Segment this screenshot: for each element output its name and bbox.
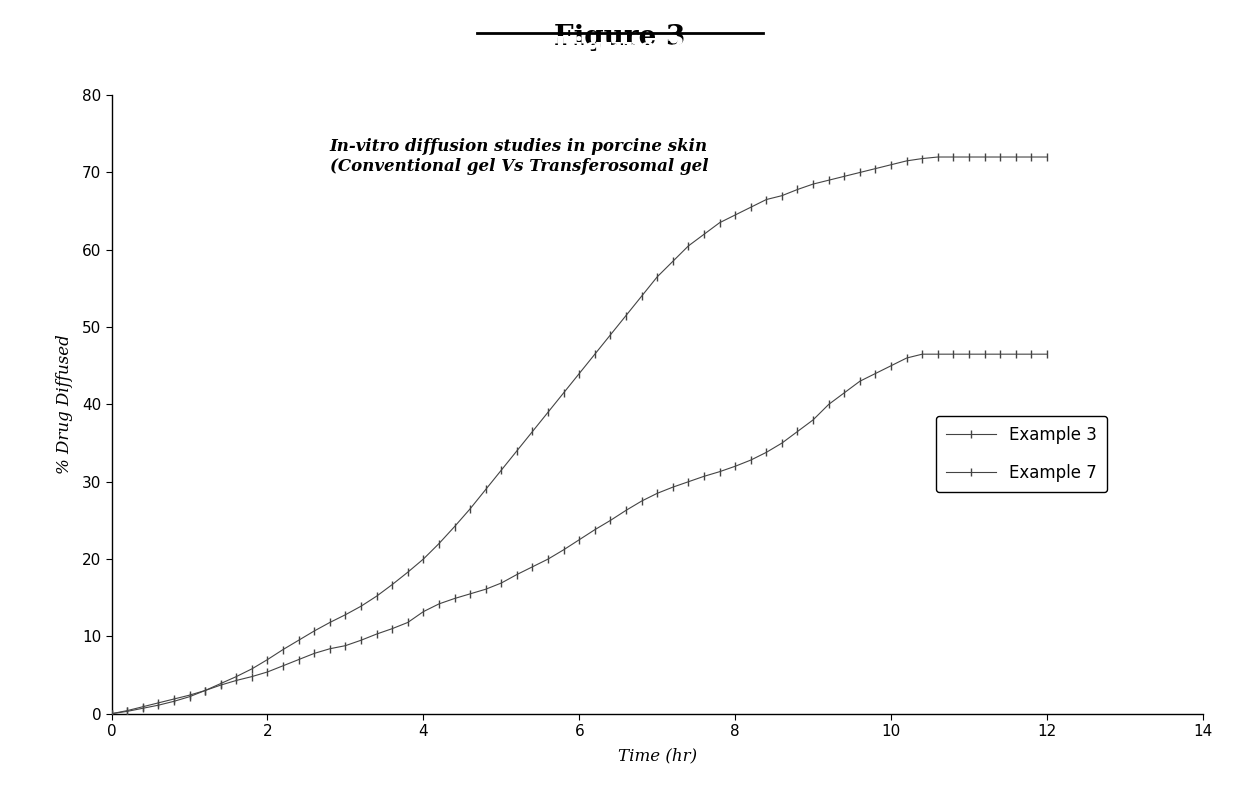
Text: Figure 3: Figure 3 (554, 36, 686, 63)
Example 7 (915, 154, 930, 163)
Example 3 (1039, 350, 1054, 359)
Example 7 (432, 539, 446, 549)
Example 7 (322, 618, 337, 627)
Example 7 (1039, 152, 1054, 162)
Example 3 (432, 600, 446, 609)
Example 3 (666, 482, 681, 492)
Text: Figure 3: Figure 3 (554, 24, 686, 51)
Line: Example 3: Example 3 (108, 350, 1052, 718)
Line: Example 7: Example 7 (108, 153, 1052, 718)
Legend: Example 3, Example 7: Example 3, Example 7 (936, 416, 1107, 492)
Example 3 (603, 515, 618, 525)
Example 3 (291, 655, 306, 665)
Text: In-vitro diffusion studies in porcine skin
(Conventional gel Vs Transferosomal g: In-vitro diffusion studies in porcine sk… (330, 139, 708, 175)
Y-axis label: % Drug Diffused: % Drug Diffused (57, 335, 73, 474)
Example 7 (930, 152, 945, 162)
Example 7 (104, 709, 119, 718)
Example 3 (915, 350, 930, 359)
Example 3 (930, 350, 945, 359)
Example 3 (104, 709, 119, 718)
Example 7 (666, 257, 681, 266)
X-axis label: Time (hr): Time (hr) (618, 748, 697, 764)
Example 3 (322, 644, 337, 653)
Example 7 (291, 635, 306, 645)
Example 7 (603, 330, 618, 339)
